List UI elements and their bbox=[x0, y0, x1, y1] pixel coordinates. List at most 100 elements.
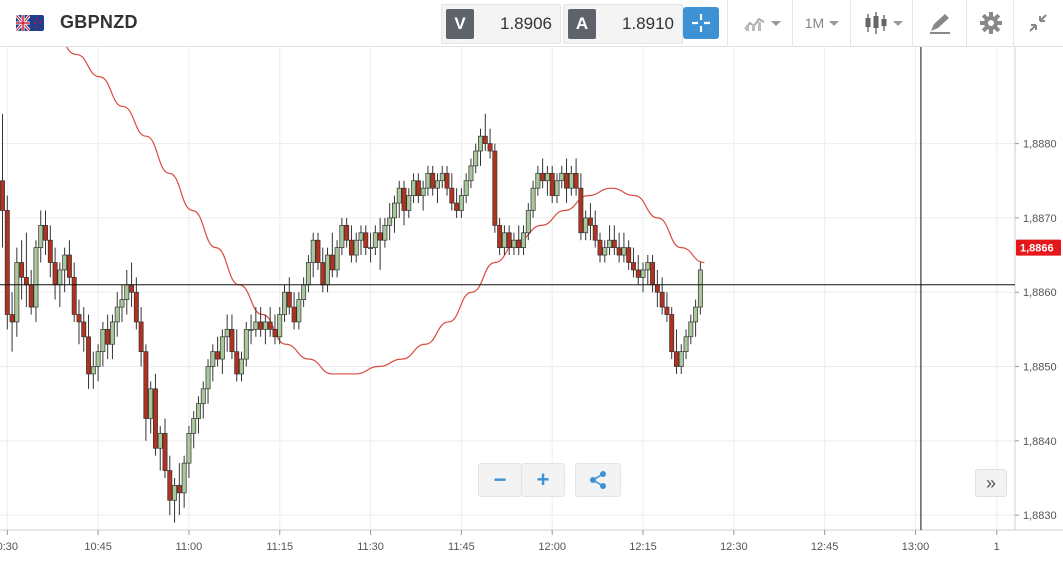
candle bbox=[334, 240, 340, 278]
price-chart[interactable]: 1,88801,88701,88601,88501,88401,88301,89… bbox=[0, 47, 1063, 563]
bear-candle-body bbox=[43, 224, 48, 241]
x-tick-label: 12:45 bbox=[811, 541, 839, 553]
bull-candle-body bbox=[301, 284, 307, 300]
bull-candle-body bbox=[172, 485, 178, 501]
candle bbox=[176, 463, 182, 516]
candle bbox=[210, 344, 216, 382]
bull-candle-body bbox=[473, 150, 479, 167]
candle bbox=[487, 128, 493, 159]
sell-quote[interactable]: V 1.8906 bbox=[441, 4, 561, 44]
bear-candle-body bbox=[162, 433, 168, 471]
bear-candle-body bbox=[549, 172, 555, 196]
candle bbox=[497, 217, 503, 256]
bear-candle-body bbox=[444, 172, 450, 189]
bear-candle-body bbox=[650, 262, 656, 286]
buy-label: A bbox=[568, 9, 596, 39]
bull-candle-body bbox=[277, 314, 283, 338]
bear-candle-body bbox=[635, 269, 641, 278]
candle bbox=[19, 240, 25, 300]
bull-candle-body bbox=[109, 321, 115, 345]
candle bbox=[200, 381, 206, 419]
instrument-symbol[interactable]: GBPNZD bbox=[60, 12, 138, 32]
candle bbox=[181, 455, 187, 508]
bear-candle-body bbox=[344, 224, 350, 241]
bear-candle-body bbox=[564, 172, 569, 189]
crosshair-button[interactable] bbox=[683, 7, 719, 39]
candle bbox=[344, 217, 350, 248]
bear-candle-body bbox=[267, 321, 273, 330]
candle bbox=[305, 255, 311, 293]
zoom-out-icon: − bbox=[493, 467, 507, 492]
candle bbox=[415, 173, 421, 204]
candle bbox=[191, 411, 197, 449]
bull-candle-body bbox=[334, 247, 340, 271]
bear-candle-body bbox=[47, 239, 53, 263]
candle bbox=[66, 240, 72, 285]
bull-candle-body bbox=[411, 180, 417, 196]
scroll-to-latest-button[interactable]: » bbox=[975, 469, 1007, 497]
buy-quote[interactable]: A 1.8910 bbox=[563, 4, 683, 44]
x-tick-label: 12:30 bbox=[720, 541, 748, 553]
chart-studies-button[interactable] bbox=[737, 0, 787, 46]
bull-candle-body bbox=[602, 247, 608, 256]
candle bbox=[449, 173, 455, 211]
bull-candle-body bbox=[119, 299, 125, 308]
drawing-tools-button[interactable] bbox=[918, 0, 962, 46]
timeframe-button[interactable]: 1M bbox=[797, 0, 847, 46]
zoom-out-button[interactable]: − bbox=[478, 463, 522, 497]
share-button[interactable] bbox=[575, 463, 621, 497]
candle bbox=[501, 225, 507, 256]
bull-candle-body bbox=[296, 299, 302, 323]
candle bbox=[396, 180, 402, 218]
sell-price: 1.8906 bbox=[500, 14, 552, 33]
candle bbox=[372, 225, 378, 256]
zoom-in-button[interactable]: + bbox=[521, 463, 565, 497]
bear-candle-body bbox=[4, 210, 10, 315]
bull-candle-body bbox=[33, 247, 39, 308]
candle bbox=[81, 307, 87, 352]
candle bbox=[47, 225, 53, 278]
bear-candle-body bbox=[497, 224, 503, 248]
settings-button[interactable] bbox=[971, 0, 1011, 46]
crosshair-icon bbox=[692, 14, 710, 32]
bull-candle-body bbox=[607, 239, 613, 248]
x-tick-label: 12:00 bbox=[538, 541, 566, 553]
candle bbox=[650, 255, 656, 293]
bear-candle-body bbox=[19, 262, 25, 278]
bull-candle-body bbox=[463, 180, 469, 196]
candle bbox=[478, 128, 483, 166]
bear-candle-body bbox=[76, 314, 82, 323]
bull-candle-body bbox=[95, 351, 101, 367]
bull-candle-body bbox=[282, 291, 287, 315]
candle bbox=[243, 321, 249, 367]
bull-candle-body bbox=[124, 284, 130, 300]
candle bbox=[157, 425, 163, 471]
candle bbox=[621, 232, 627, 263]
candle bbox=[444, 165, 450, 196]
candle bbox=[43, 210, 48, 256]
bear-candle-body bbox=[454, 202, 460, 211]
candle bbox=[640, 262, 646, 293]
collapse-button[interactable] bbox=[1018, 0, 1058, 46]
chart-type-button[interactable] bbox=[857, 0, 909, 46]
bear-candle-body bbox=[587, 217, 593, 226]
candle bbox=[90, 351, 96, 389]
bull-candle-body bbox=[224, 329, 230, 338]
share-icon bbox=[590, 471, 606, 489]
y-tick-label: 1,8880 bbox=[1023, 139, 1057, 151]
candle bbox=[659, 277, 665, 315]
bear-candle-body bbox=[482, 135, 488, 144]
bear-candle-body bbox=[0, 180, 5, 211]
candle bbox=[133, 277, 139, 330]
x-tick-label: 11:30 bbox=[357, 541, 384, 553]
candle bbox=[38, 210, 44, 263]
bear-candle-body bbox=[81, 321, 87, 338]
candle bbox=[549, 165, 555, 204]
candle bbox=[339, 217, 345, 256]
bull-candle-body bbox=[219, 336, 225, 360]
bear-candle-body bbox=[492, 150, 498, 226]
candle bbox=[329, 232, 335, 278]
bull-candle-body bbox=[248, 329, 254, 331]
candle bbox=[664, 292, 670, 322]
bull-candle-body bbox=[530, 187, 536, 211]
